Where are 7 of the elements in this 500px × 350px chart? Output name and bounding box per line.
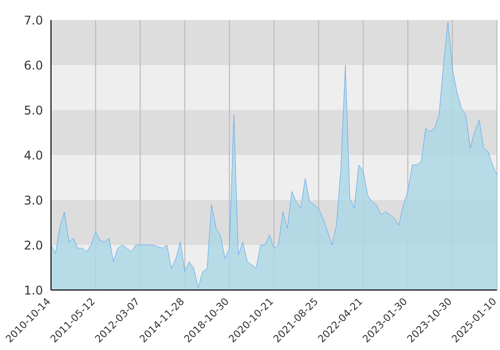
y-tick-label: 6.0 [24, 58, 43, 72]
y-tick-label: 3.0 [24, 193, 43, 208]
y-tick-label: 7.0 [24, 13, 43, 28]
y-tick-label: 2.0 [24, 238, 43, 252]
y-tick-label: 4.0 [24, 148, 43, 162]
y-tick-label: 1.0 [24, 283, 43, 298]
y-tick-label: 5.0 [24, 103, 43, 118]
